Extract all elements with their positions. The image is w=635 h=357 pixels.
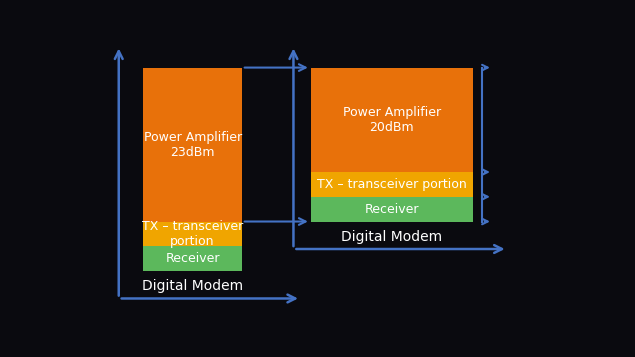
Bar (144, 246, 242, 271)
Text: Digital Modem: Digital Modem (341, 230, 443, 243)
Bar (311, 172, 473, 197)
Bar (144, 221, 242, 246)
Text: Digital Modem: Digital Modem (142, 279, 243, 293)
Bar (144, 67, 242, 221)
Text: TX – transceiver
portion: TX – transceiver portion (142, 220, 243, 248)
Text: Power Amplifier
23dBm: Power Amplifier 23dBm (144, 131, 242, 159)
Text: TX – transceiver portion: TX – transceiver portion (317, 178, 467, 191)
Text: Power Amplifier
20dBm: Power Amplifier 20dBm (343, 106, 441, 134)
Text: Receiver: Receiver (165, 252, 220, 265)
Text: Receiver: Receiver (364, 203, 419, 216)
Bar (311, 197, 473, 221)
Bar (311, 67, 473, 172)
